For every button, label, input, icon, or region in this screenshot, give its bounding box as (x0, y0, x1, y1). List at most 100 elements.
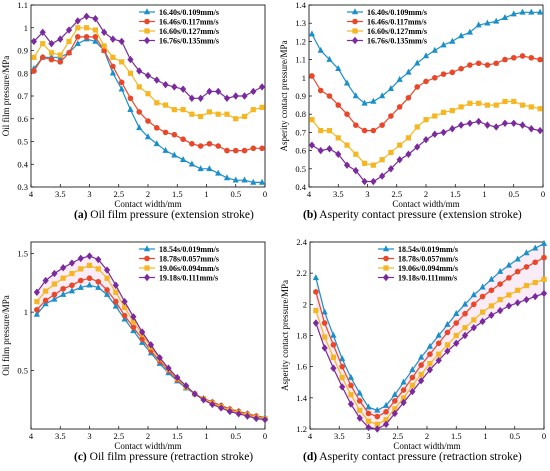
data-point (436, 351, 442, 357)
data-point (379, 157, 385, 163)
data-point (536, 126, 544, 135)
x-tick-label: 3.5 (55, 189, 66, 199)
data-point (400, 398, 407, 407)
x-tick-label: 0.5 (509, 431, 520, 441)
legend-marker (144, 265, 150, 271)
data-point (48, 50, 55, 56)
series-1 (313, 254, 547, 420)
data-point (136, 109, 143, 115)
series-line (311, 100, 541, 166)
data-point (121, 312, 128, 319)
data-point (215, 169, 222, 176)
data-point (536, 8, 544, 15)
data-point (109, 35, 116, 43)
data-point (370, 97, 377, 104)
y-tick-label: 1.2 (295, 36, 306, 46)
x-tick-label: 4 (307, 189, 312, 199)
data-point (510, 119, 517, 127)
data-point (409, 374, 416, 381)
x-tick-label: 3 (87, 189, 91, 199)
data-point (51, 281, 57, 287)
data-point (127, 55, 134, 64)
legend-marker (144, 28, 150, 34)
series-0 (308, 8, 544, 106)
x-tick-label: 1.5 (172, 189, 183, 199)
data-point (241, 147, 248, 154)
data-point (118, 79, 125, 86)
data-point (339, 374, 345, 381)
data-point (396, 104, 403, 110)
data-point (523, 295, 530, 304)
data-point (418, 371, 424, 378)
y-tick-label: 1.3 (295, 18, 306, 28)
data-point (197, 165, 204, 172)
data-point (414, 59, 421, 66)
data-point (506, 275, 512, 281)
data-point (162, 146, 169, 153)
data-point (347, 400, 355, 408)
data-point (444, 347, 451, 355)
data-point (540, 289, 548, 298)
legend-label: 16.40s/0.109mm/s (159, 8, 219, 17)
data-point (405, 135, 412, 141)
data-point (321, 344, 328, 352)
data-point (422, 135, 430, 144)
data-point (514, 268, 521, 275)
data-point (335, 102, 342, 108)
data-point (86, 275, 93, 282)
data-point (326, 93, 333, 99)
chart-panel-b: 4 3.5 3 2.5 2 1.5 1 0.5 0 0.4 0.5 0.6 0.7 0.8 0.9 1 1.1 1… (279, 0, 545, 209)
data-point (431, 75, 438, 81)
data-point (405, 68, 412, 75)
data-point (343, 161, 351, 169)
data-point (313, 289, 319, 295)
data-point (92, 14, 99, 23)
data-point (396, 75, 403, 82)
data-point (326, 55, 333, 62)
x-tick-label: 4 (308, 431, 313, 441)
data-point (130, 318, 136, 325)
data-point (57, 59, 64, 65)
data-point (387, 85, 394, 92)
data-point (171, 83, 178, 91)
data-point (74, 39, 81, 46)
data-point (444, 329, 451, 336)
data-point (112, 281, 119, 289)
data-point (462, 325, 468, 331)
data-point (209, 400, 216, 409)
data-point (215, 143, 221, 149)
data-point (312, 319, 319, 327)
y-tick-label: 0.4 (17, 159, 28, 169)
data-point (418, 376, 425, 385)
data-point (121, 315, 128, 322)
data-point (493, 60, 500, 67)
data-point (57, 35, 64, 43)
data-point (497, 267, 504, 274)
series-1 (31, 34, 265, 154)
legend-label: 16.76s/0.135mm/s (367, 37, 427, 46)
data-point (112, 302, 119, 309)
data-point (74, 17, 81, 25)
data-point (374, 425, 381, 433)
data-point (335, 65, 342, 71)
y-tick-label: 1 (302, 73, 306, 83)
data-point (244, 412, 251, 420)
data-point (48, 39, 55, 48)
data-point (356, 398, 363, 404)
data-point (92, 27, 98, 33)
data-point (357, 407, 363, 413)
data-point (139, 336, 145, 342)
data-point (215, 87, 222, 96)
data-point (365, 418, 372, 424)
legend-marker (144, 18, 150, 25)
data-point (174, 373, 181, 382)
legend-marker (352, 28, 358, 34)
data-point (519, 102, 526, 108)
data-point (250, 145, 257, 152)
data-point (189, 111, 195, 117)
data-point (388, 113, 394, 119)
data-point (400, 378, 407, 385)
data-point (321, 320, 328, 326)
data-point (92, 34, 99, 40)
